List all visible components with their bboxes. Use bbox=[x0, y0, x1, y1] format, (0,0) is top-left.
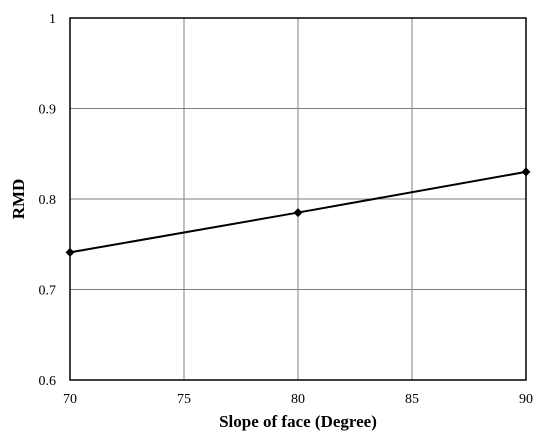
y-tick-label: 0.6 bbox=[39, 374, 57, 389]
x-tick-label: 85 bbox=[405, 392, 419, 407]
x-tick-label: 80 bbox=[291, 392, 305, 407]
x-tick-label: 70 bbox=[63, 392, 77, 407]
x-axis-title: Slope of face (Degree) bbox=[219, 412, 377, 431]
gridlines bbox=[70, 18, 526, 380]
y-tick-label: 0.7 bbox=[39, 284, 57, 299]
x-tick-label: 90 bbox=[519, 392, 533, 407]
x-axis-tick-labels: 70 75 80 85 90 bbox=[63, 392, 533, 407]
data-point-marker bbox=[65, 247, 75, 257]
y-tick-label: 0.8 bbox=[39, 193, 57, 208]
y-tick-label: 0.9 bbox=[39, 103, 57, 118]
x-tick-label: 75 bbox=[177, 392, 191, 407]
data-point-marker bbox=[521, 167, 531, 177]
y-axis-tick-labels: 0.6 0.7 0.8 0.9 1 bbox=[39, 12, 57, 389]
plot-area-frame bbox=[69, 17, 527, 381]
y-axis-title: RMD bbox=[9, 179, 28, 220]
y-tick-label: 1 bbox=[49, 12, 56, 27]
data-point-marker bbox=[293, 208, 303, 218]
series-layer bbox=[65, 167, 531, 257]
